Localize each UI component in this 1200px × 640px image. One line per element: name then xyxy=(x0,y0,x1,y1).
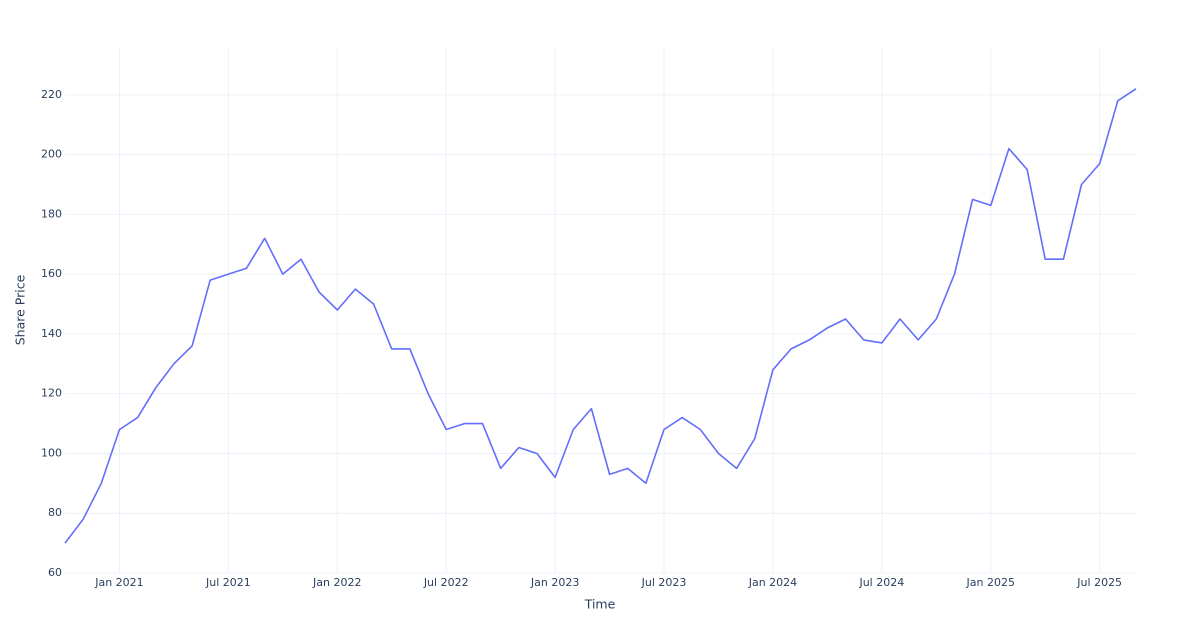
y-tick-label: 200 xyxy=(41,148,62,161)
x-tick-label: Jan 2023 xyxy=(530,576,579,589)
y-tick-label: 180 xyxy=(41,207,62,220)
y-tick-label: 220 xyxy=(41,88,62,101)
x-tick-label: Jan 2025 xyxy=(966,576,1015,589)
x-tick-label: Jul 2024 xyxy=(858,576,904,589)
x-tick-label: Jan 2021 xyxy=(94,576,143,589)
y-tick-label: 100 xyxy=(41,446,62,459)
x-tick-label: Jul 2021 xyxy=(205,576,251,589)
y-tick-label: 140 xyxy=(41,327,62,340)
y-tick-label: 160 xyxy=(41,267,62,280)
x-tick-label: Jan 2024 xyxy=(748,576,797,589)
y-tick-label: 60 xyxy=(48,566,62,579)
y-axis-title: Share Price xyxy=(13,274,28,345)
x-tick-label: Jul 2023 xyxy=(641,576,687,589)
x-axis-title: Time xyxy=(584,597,616,612)
x-tick-label: Jul 2025 xyxy=(1076,576,1122,589)
x-tick-label: Jul 2022 xyxy=(423,576,469,589)
y-tick-label: 80 xyxy=(48,506,62,519)
y-tick-label: 120 xyxy=(41,387,62,400)
line-series xyxy=(64,88,1137,544)
x-tick-label: Jan 2022 xyxy=(312,576,361,589)
